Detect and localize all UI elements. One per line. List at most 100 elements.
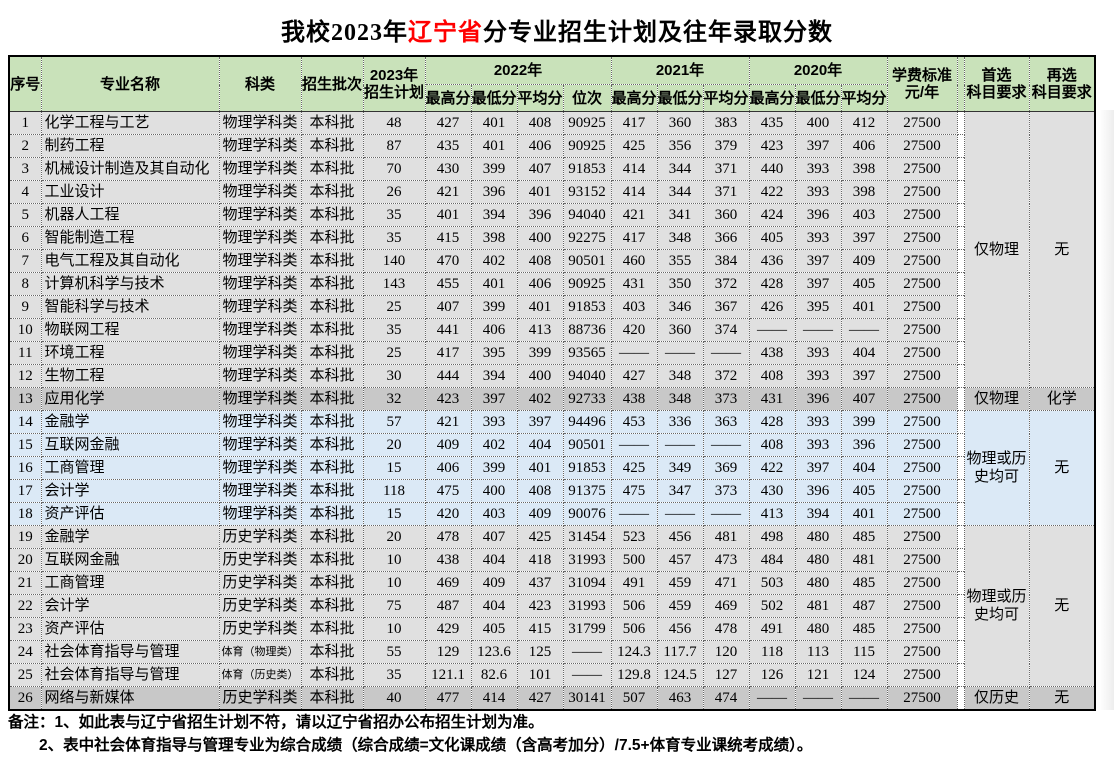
category-cell: 物理学科类 — [218, 111, 302, 135]
score-2020-cell: 401 — [840, 502, 888, 526]
score-2022-cell: 441 — [424, 318, 472, 342]
spacer-cell — [956, 663, 965, 687]
plan-2023-cell: 35 — [362, 663, 426, 687]
score-2022-cell: 394 — [470, 364, 518, 388]
batch-cell: 本科批 — [300, 272, 364, 296]
score-2022-cell: 437 — [516, 571, 564, 595]
category-cell: 物理学科类 — [218, 134, 302, 158]
score-2021-cell: 414 — [610, 180, 658, 204]
score-2021-cell: 425 — [610, 456, 658, 480]
category-cell: 物理学科类 — [218, 180, 302, 204]
score-2022-cell: 438 — [424, 548, 472, 572]
batch-cell: 本科批 — [300, 594, 364, 618]
row-number-cell: 15 — [8, 433, 42, 457]
score-2021-cell: —— — [656, 502, 704, 526]
table-row: 5 机器人工程 物理学科类 本科批 35 401 394 396 94040 421 341 360 4… — [8, 203, 1095, 227]
score-2022-cell: 94040 — [562, 203, 612, 227]
batch-cell: 本科批 — [300, 617, 364, 641]
first-choice-requirement-cell: 仅物理 — [963, 387, 1030, 411]
batch-cell: 本科批 — [300, 525, 364, 549]
score-2020-cell: —— — [794, 686, 842, 711]
first-choice-requirement-cell: 仅物理 — [963, 111, 1030, 388]
major-name-cell: 社会体育指导与管理 — [40, 663, 220, 687]
fee-cell: 27500 — [886, 525, 958, 549]
major-name-cell: 工业设计 — [40, 180, 220, 204]
score-2022-cell: 30141 — [562, 686, 612, 711]
category-cell: 物理学科类 — [218, 502, 302, 526]
batch-cell: 本科批 — [300, 364, 364, 388]
plan-2023-cell: 35 — [362, 226, 426, 250]
batch-cell: 本科批 — [300, 318, 364, 342]
score-2021-cell: 120 — [702, 640, 750, 664]
score-2022-cell: 401 — [516, 295, 564, 319]
batch-cell: 本科批 — [300, 433, 364, 457]
score-2022-cell: 31993 — [562, 594, 612, 618]
col-header-2022-rank: 位次 — [562, 84, 612, 112]
score-2020-cell: 393 — [794, 226, 842, 250]
score-2022-cell: 407 — [516, 157, 564, 181]
score-2022-cell: 407 — [470, 525, 518, 549]
score-2020-cell: 393 — [794, 180, 842, 204]
score-2020-cell: 398 — [840, 180, 888, 204]
score-2020-cell: 399 — [840, 410, 888, 434]
score-2020-cell: 438 — [748, 341, 796, 365]
score-2021-cell: 366 — [702, 226, 750, 250]
score-2021-cell: 367 — [702, 295, 750, 319]
category-cell: 物理学科类 — [218, 364, 302, 388]
score-2022-cell: 406 — [424, 456, 472, 480]
score-2022-cell: 90925 — [562, 272, 612, 296]
score-2022-cell: 430 — [424, 157, 472, 181]
batch-cell: 本科批 — [300, 686, 364, 711]
spacer-cell — [956, 433, 965, 457]
score-2020-cell: 396 — [794, 387, 842, 411]
table-row: 25 社会体育指导与管理 体育（历史类） 本科批 35 121.1 82.6 101 —— 129… — [8, 663, 1095, 687]
score-2022-cell: 82.6 — [470, 663, 518, 687]
score-2022-cell: 31094 — [562, 571, 612, 595]
batch-cell: 本科批 — [300, 180, 364, 204]
score-2022-cell: 414 — [470, 686, 518, 711]
score-2022-cell: —— — [562, 640, 612, 664]
score-2020-cell: 397 — [840, 364, 888, 388]
score-2021-cell: 427 — [610, 364, 658, 388]
score-2020-cell: 485 — [840, 617, 888, 641]
score-2022-cell: 395 — [470, 341, 518, 365]
score-2022-cell: 91853 — [562, 456, 612, 480]
score-2022-cell: 427 — [516, 686, 564, 711]
score-2022-cell: 406 — [516, 134, 564, 158]
batch-cell: 本科批 — [300, 249, 364, 273]
score-2022-cell: 404 — [516, 433, 564, 457]
score-2022-cell: 402 — [470, 249, 518, 273]
plan-2023-cell: 118 — [362, 479, 426, 503]
batch-cell: 本科批 — [300, 479, 364, 503]
col-header-2020-max: 最高分 — [748, 84, 796, 112]
spacer-cell — [956, 617, 965, 641]
row-number-cell: 20 — [8, 548, 42, 572]
plan-2023-cell: 75 — [362, 594, 426, 618]
category-cell: 体育（历史类） — [218, 663, 302, 687]
re-choice-requirement-cell: 无 — [1028, 111, 1096, 388]
major-name-cell: 资产评估 — [40, 502, 220, 526]
score-2022-cell: 404 — [470, 548, 518, 572]
score-2021-cell: 350 — [656, 272, 704, 296]
batch-cell: 本科批 — [300, 295, 364, 319]
score-2021-cell: 384 — [702, 249, 750, 273]
score-2021-cell: 417 — [610, 111, 658, 135]
title-prefix: 我校2023年 — [281, 20, 408, 46]
score-2022-cell: 469 — [424, 571, 472, 595]
table-row: 18 资产评估 物理学科类 本科批 15 420 403 409 90076 —— —— —— 413 3… — [8, 502, 1095, 526]
score-2021-cell: 372 — [702, 272, 750, 296]
table-row: 17 会计学 物理学科类 本科批 118 475 400 408 91375 475 347 373 4… — [8, 479, 1095, 503]
spacer-cell — [956, 226, 965, 250]
score-2020-cell: 396 — [794, 203, 842, 227]
score-2020-cell: 403 — [840, 203, 888, 227]
score-2022-cell: 423 — [424, 387, 472, 411]
major-name-cell: 制药工程 — [40, 134, 220, 158]
batch-cell: 本科批 — [300, 111, 364, 135]
score-2021-cell: 127 — [702, 663, 750, 687]
table-row: 1 化学工程与工艺 物理学科类 本科批 48 427 401 408 90925 417 360 38… — [8, 111, 1096, 388]
score-2020-cell: 487 — [840, 594, 888, 618]
score-2022-cell: 417 — [424, 341, 472, 365]
score-2022-cell: 31454 — [562, 525, 612, 549]
score-2020-cell: 481 — [840, 548, 888, 572]
score-2022-cell: 399 — [470, 157, 518, 181]
